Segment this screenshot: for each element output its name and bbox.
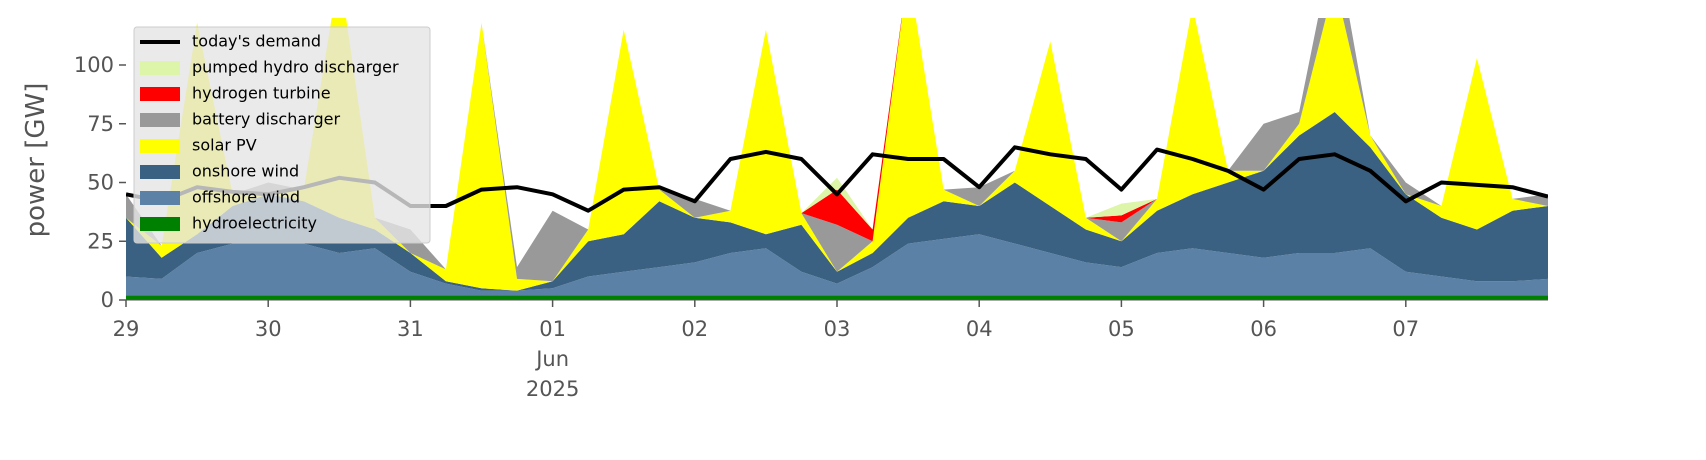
area: [126, 295, 1548, 300]
y-tick-label: 100: [74, 53, 114, 77]
legend-swatch: [140, 113, 180, 127]
legend-label: hydrogen turbine: [192, 84, 331, 103]
x-tick-label: 02: [681, 317, 708, 341]
x-tick-label: 06: [1250, 317, 1277, 341]
legend-label: today's demand: [192, 32, 321, 51]
legend-label: battery discharger: [192, 110, 340, 129]
plot-area: [126, 18, 1548, 300]
area: [126, 234, 1548, 296]
y-axis-label: power [GW]: [21, 83, 51, 238]
y-tick-label: 50: [87, 171, 114, 195]
area: [126, 18, 1548, 282]
legend-swatch: [140, 139, 180, 153]
x-tick-label: 30: [255, 317, 282, 341]
x-tick-label: 07: [1392, 317, 1419, 341]
legend-label: offshore wind: [192, 188, 300, 207]
legend-label: solar PV: [192, 136, 257, 155]
x-tick-label: 03: [824, 317, 851, 341]
legend-label: pumped hydro discharger: [192, 58, 399, 77]
area: [126, 112, 1548, 291]
legend-swatch: [140, 191, 180, 205]
legend-swatch: [140, 217, 180, 231]
legend-swatch: [140, 61, 180, 75]
area: [126, 18, 1548, 291]
legend-swatch: [140, 165, 180, 179]
x-tick-label: 29: [113, 317, 140, 341]
legend-label: onshore wind: [192, 162, 299, 181]
legend-box: [133, 26, 431, 244]
y-tick-label: 0: [101, 288, 114, 312]
legend-label: hydroelectricity: [192, 214, 317, 233]
x-tick-label: 05: [1108, 317, 1135, 341]
x-tick-label: 04: [966, 317, 993, 341]
x-tick-label: 01 Jun 2025: [526, 317, 579, 401]
y-tick-label: 25: [87, 229, 114, 253]
area: [126, 18, 1548, 270]
x-tick-label: 31: [397, 317, 424, 341]
legend-swatch: [140, 87, 180, 101]
y-tick-label: 75: [87, 112, 114, 136]
